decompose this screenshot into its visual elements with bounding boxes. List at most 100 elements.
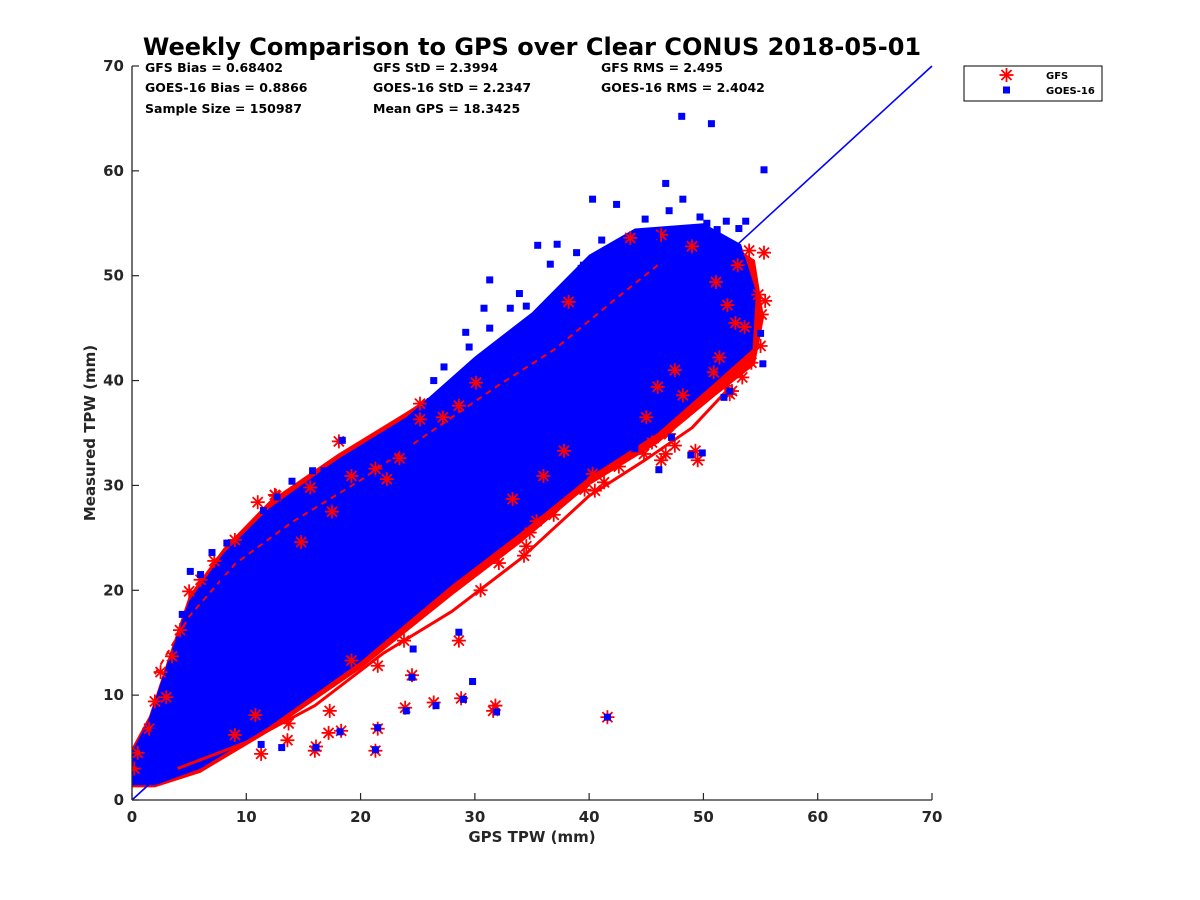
goes16-point bbox=[704, 377, 712, 385]
gfs-point bbox=[758, 293, 773, 308]
gfs-point bbox=[325, 504, 339, 519]
goes16-point bbox=[424, 581, 432, 589]
gfs-point bbox=[536, 468, 551, 483]
goes16-point bbox=[742, 272, 750, 280]
y-axis-ticks: 0 10 20 30 40 50 60 70 bbox=[103, 57, 139, 809]
gfs-point bbox=[577, 482, 592, 497]
goes16-point bbox=[278, 744, 286, 752]
x-tick-label: 40 bbox=[579, 808, 600, 826]
goes16-point bbox=[338, 436, 346, 444]
statistics-block: GFS Bias = 0.68402 GFS StD = 2.3994 GFS … bbox=[145, 60, 765, 116]
goes16-point bbox=[603, 713, 611, 721]
goes16-point bbox=[667, 433, 675, 441]
stat-goes16-rms: GOES-16 RMS = 2.4042 bbox=[601, 80, 765, 95]
goes16-point bbox=[259, 507, 267, 515]
goes16-point bbox=[402, 446, 410, 454]
gfs-point bbox=[280, 733, 295, 748]
goes16-point bbox=[539, 496, 547, 504]
gfs-point bbox=[254, 746, 269, 761]
legend-gfs-asterisk bbox=[999, 68, 1014, 82]
goes16-point bbox=[480, 304, 488, 312]
gfs-point bbox=[182, 584, 197, 599]
goes16-point bbox=[678, 112, 686, 120]
goes16-point bbox=[534, 241, 542, 249]
gfs-point bbox=[413, 412, 427, 427]
goes16-point bbox=[409, 645, 417, 653]
one-to-one-line bbox=[131, 65, 933, 801]
gfs-point bbox=[658, 446, 673, 461]
goes16-point bbox=[320, 467, 328, 475]
goes16-point bbox=[139, 744, 147, 752]
stat-gfs-std: GFS StD = 2.3994 bbox=[373, 60, 498, 75]
goes16-point bbox=[132, 775, 139, 783]
goes16-point bbox=[641, 215, 649, 223]
goes16-point bbox=[432, 702, 440, 710]
goes16-point bbox=[273, 493, 281, 501]
goes16-point bbox=[486, 324, 494, 332]
gfs-point bbox=[645, 435, 659, 450]
gfs-point bbox=[639, 410, 654, 425]
gfs-point bbox=[675, 388, 690, 403]
gfs-point bbox=[720, 298, 735, 313]
goes16-point bbox=[531, 338, 539, 346]
gfs-point bbox=[623, 230, 638, 245]
goes16-point bbox=[309, 467, 317, 475]
goes16-point bbox=[408, 673, 416, 681]
gfs-point bbox=[397, 633, 411, 648]
goes16-point bbox=[618, 445, 626, 453]
gfs-point bbox=[522, 525, 537, 540]
gfs-point bbox=[744, 355, 759, 370]
gfs-point bbox=[491, 556, 506, 571]
gfs-point bbox=[650, 379, 665, 394]
goes16-point bbox=[505, 510, 513, 518]
x-tick-label: 10 bbox=[236, 808, 257, 826]
gfs-point bbox=[735, 370, 750, 385]
goes16-point bbox=[598, 236, 606, 244]
gfs-point bbox=[368, 461, 383, 476]
x-tick-label: 20 bbox=[350, 808, 371, 826]
legend-box bbox=[963, 65, 1103, 102]
goes16-point bbox=[145, 777, 153, 785]
goes16-point bbox=[374, 724, 382, 732]
y-tick-label: 40 bbox=[103, 372, 124, 390]
x-axis-ticks: 0 10 20 30 40 50 60 70 bbox=[127, 793, 943, 826]
goes16-point bbox=[760, 166, 768, 174]
gfs-point bbox=[227, 727, 242, 742]
gfs-point bbox=[611, 459, 626, 474]
chart-title: Weekly Comparison to GPS over Clear CONU… bbox=[143, 33, 921, 61]
stat-sample-size: Sample Size = 150987 bbox=[145, 101, 302, 116]
gfs-point bbox=[344, 653, 359, 668]
goes16-point bbox=[371, 746, 379, 754]
goes16-point bbox=[206, 629, 214, 637]
y-tick-label: 20 bbox=[103, 581, 124, 599]
goes16-point bbox=[493, 708, 501, 716]
x-tick-label: 70 bbox=[922, 808, 943, 826]
goes16-point bbox=[589, 195, 597, 203]
goes16-point bbox=[385, 452, 393, 460]
x-tick-label: 60 bbox=[807, 808, 828, 826]
goes16-point bbox=[208, 549, 216, 557]
gfs-point bbox=[585, 466, 600, 481]
goes16-point bbox=[506, 304, 514, 312]
legend-goes16-marker bbox=[1003, 86, 1010, 94]
goes16-point bbox=[757, 329, 765, 337]
gfs-point bbox=[413, 396, 427, 411]
goes16-density-region bbox=[132, 223, 756, 786]
goes16-point bbox=[197, 571, 205, 579]
goes16-point bbox=[613, 200, 621, 208]
goes16-point bbox=[219, 575, 227, 583]
goes16-point bbox=[722, 217, 730, 225]
goes16-point bbox=[378, 457, 386, 465]
goes16-point bbox=[641, 430, 649, 438]
gfs-point bbox=[473, 583, 488, 598]
gfs-point bbox=[757, 245, 771, 260]
gfs-point bbox=[173, 623, 187, 638]
goes16-point bbox=[455, 628, 463, 636]
gfs-point bbox=[667, 438, 682, 453]
goes16-point bbox=[607, 266, 615, 274]
gfs-point bbox=[557, 443, 571, 458]
goes16-point bbox=[135, 759, 143, 767]
stat-goes16-std: GOES-16 StD = 2.2347 bbox=[373, 80, 531, 95]
gfs-point bbox=[294, 535, 309, 550]
gfs-point bbox=[250, 495, 265, 510]
